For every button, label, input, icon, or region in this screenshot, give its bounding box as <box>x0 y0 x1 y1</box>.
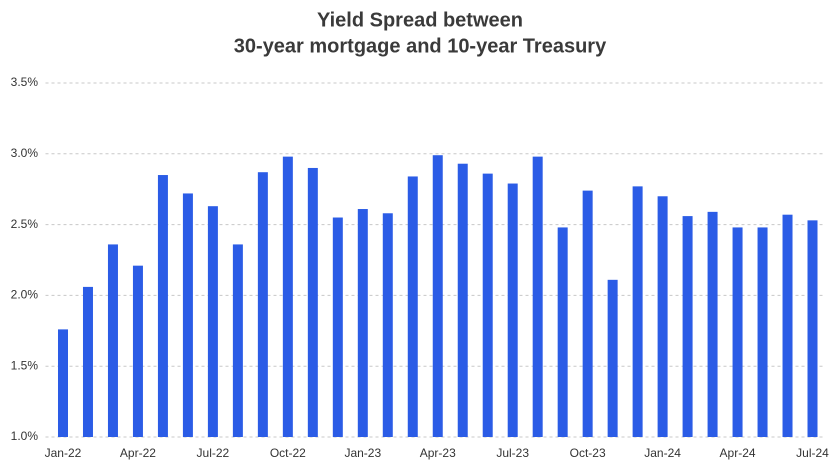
bar <box>432 155 443 437</box>
bar <box>732 227 743 437</box>
chart-title: Yield Spread between <box>317 9 523 31</box>
bar <box>807 220 818 437</box>
bar <box>782 214 793 437</box>
bar <box>607 279 618 437</box>
bar <box>207 206 218 437</box>
bar <box>757 227 768 437</box>
bar <box>657 196 668 437</box>
x-tick-label: Jul-24 <box>796 446 829 460</box>
bar <box>157 175 168 438</box>
bar <box>57 329 68 437</box>
bar <box>257 172 268 437</box>
bar <box>557 227 568 437</box>
bar <box>182 193 193 437</box>
bar <box>632 186 643 437</box>
bar <box>532 156 543 437</box>
y-tick-label: 2.0% <box>11 288 39 302</box>
bar <box>107 244 118 437</box>
bar <box>682 216 693 437</box>
bar <box>582 190 593 437</box>
x-tick-label: Jan-24 <box>644 446 681 460</box>
x-tick-label: Apr-23 <box>420 446 456 460</box>
y-tick-label: 2.5% <box>11 217 39 231</box>
bar <box>457 163 468 437</box>
x-tick-label: Jan-23 <box>344 446 381 460</box>
x-tick-label: Jan-22 <box>45 446 82 460</box>
bar <box>707 211 718 437</box>
x-tick-label: Apr-22 <box>120 446 156 460</box>
x-tick-label: Jul-22 <box>197 446 230 460</box>
bar <box>82 286 93 437</box>
bar <box>132 265 143 437</box>
y-tick-label: 3.0% <box>11 146 39 160</box>
y-tick-label: 3.5% <box>11 75 39 89</box>
bar <box>382 213 393 437</box>
x-tick-label: Oct-23 <box>570 446 606 460</box>
y-tick-label: 1.0% <box>11 429 39 443</box>
bar <box>307 167 318 437</box>
y-tick-label: 1.5% <box>11 358 39 372</box>
bar <box>332 217 343 437</box>
bar <box>482 173 493 437</box>
x-tick-label: Jul-23 <box>496 446 529 460</box>
bar <box>232 244 243 437</box>
x-tick-label: Apr-24 <box>720 446 756 460</box>
chart-title: 30-year mortgage and 10-year Treasury <box>234 35 607 57</box>
bar <box>407 176 418 437</box>
bar <box>282 156 293 437</box>
bar <box>357 209 368 437</box>
bar <box>507 183 518 437</box>
x-tick-label: Oct-22 <box>270 446 306 460</box>
